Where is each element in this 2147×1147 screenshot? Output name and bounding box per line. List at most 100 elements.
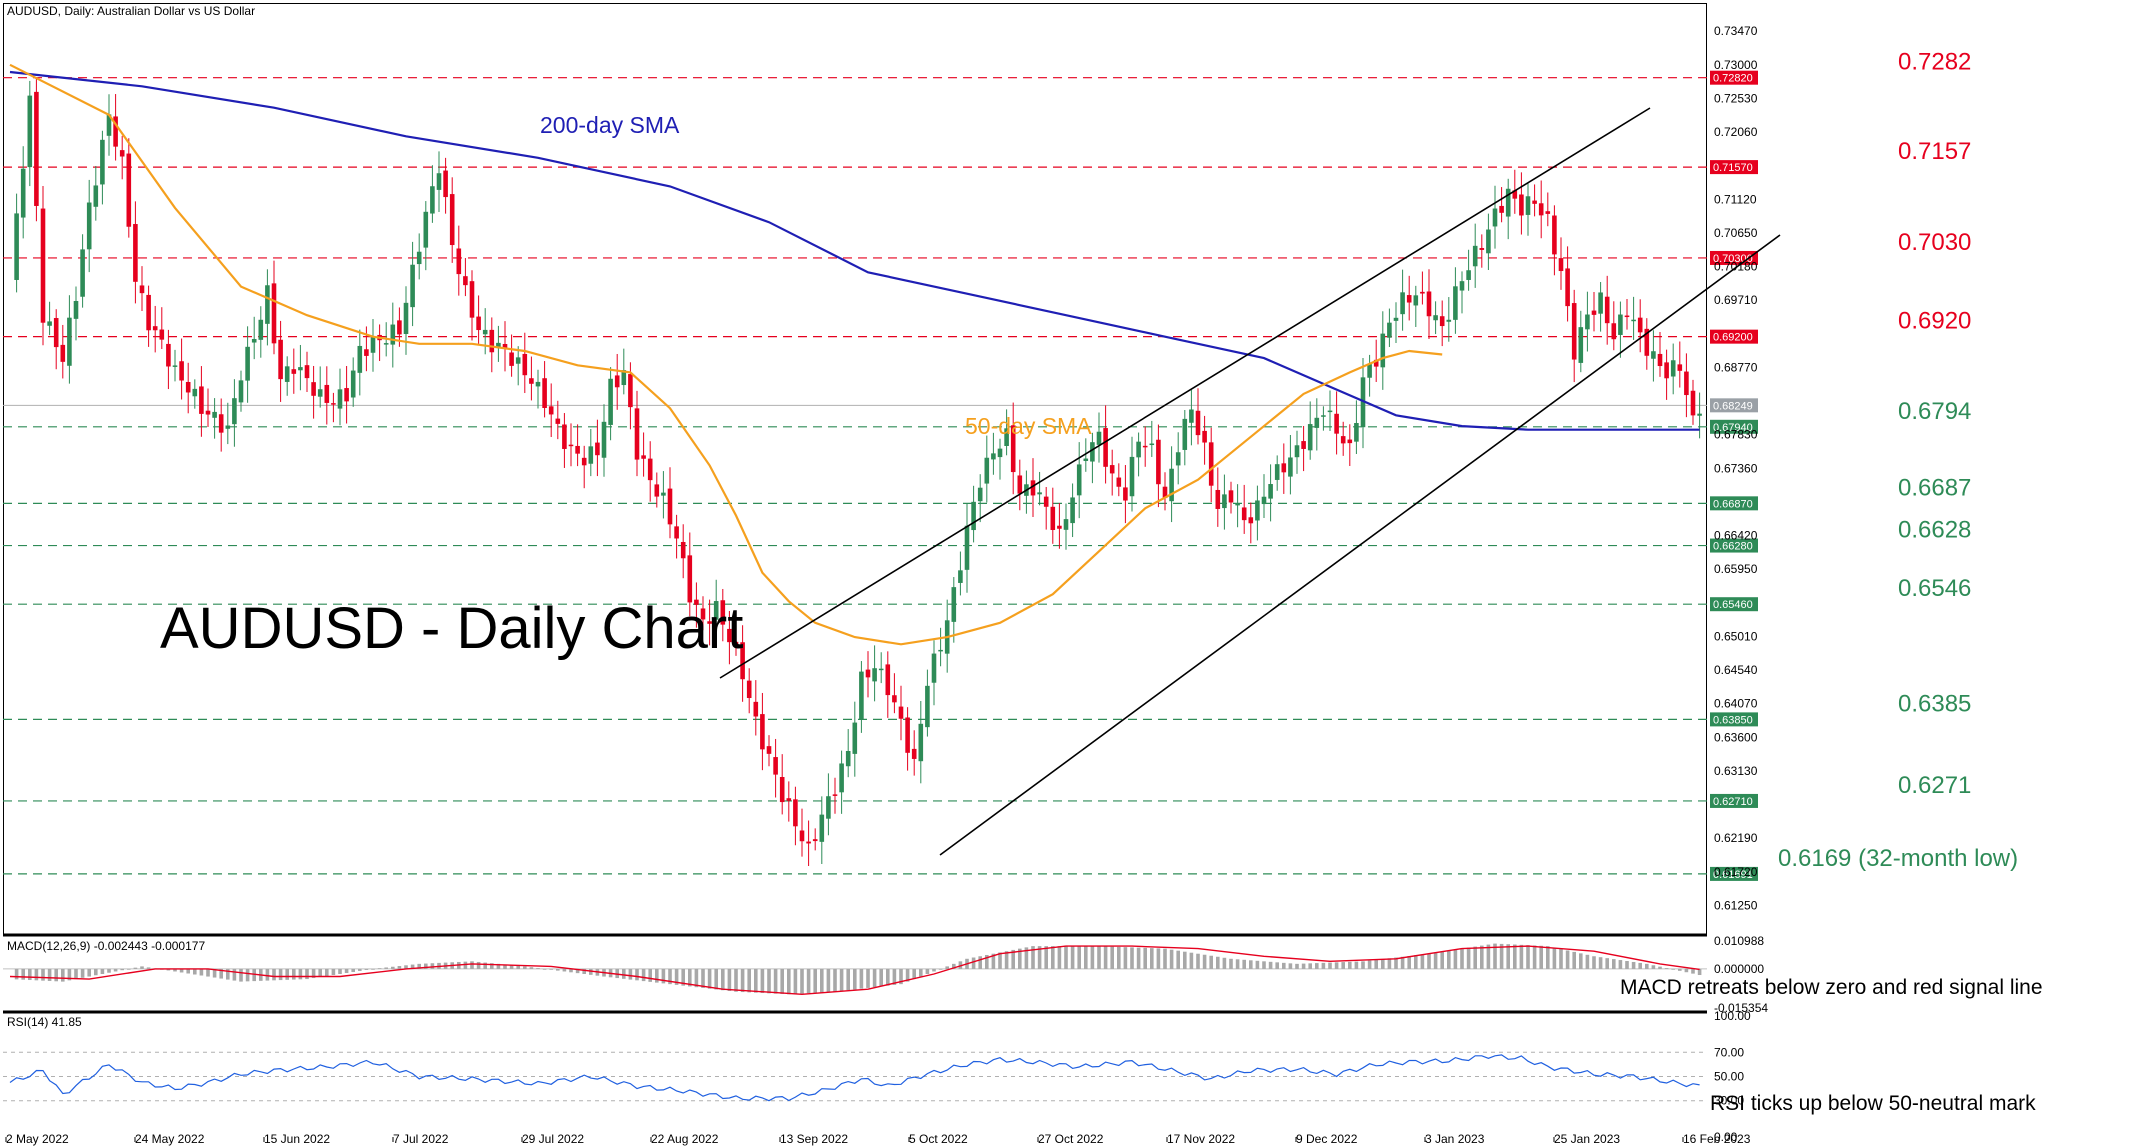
macd-bar — [140, 966, 144, 969]
candle-body — [542, 378, 547, 409]
candle-body — [601, 421, 607, 458]
candle-body — [1169, 468, 1174, 502]
candle-body — [1426, 291, 1432, 317]
candle-body — [1664, 362, 1669, 379]
macd-bar — [1691, 968, 1695, 974]
macd-bar — [641, 968, 646, 982]
candle-body — [1162, 486, 1168, 499]
level-axis-label: 0.72820 — [1713, 73, 1753, 85]
candle-body — [1453, 286, 1458, 320]
candle-body — [1644, 328, 1650, 356]
date-tick-label: 29 Jul 2022 — [522, 1132, 584, 1146]
macd-bar — [358, 968, 362, 971]
candle-body — [839, 763, 844, 793]
macd-bar — [905, 968, 910, 982]
candle-body — [443, 170, 448, 198]
candle-body — [984, 457, 990, 484]
price-tick-label: 0.72530 — [1714, 91, 1758, 105]
macd-bar — [1044, 946, 1048, 969]
macd-bar — [674, 968, 679, 985]
macd-bar — [1354, 961, 1359, 969]
levels-layer: 0.72820.728200.71570.715700.70300.703000… — [3, 49, 2018, 881]
macd-bar — [886, 968, 890, 986]
candle-body — [383, 343, 389, 345]
candle-body — [786, 798, 792, 801]
candle-body — [106, 114, 112, 136]
macd-bar — [938, 968, 943, 970]
candle-body — [1004, 428, 1009, 446]
macd-layer — [3, 943, 1707, 996]
candle-body — [403, 302, 409, 334]
macd-bar — [424, 963, 428, 969]
sma50-label: 50-day SMA — [965, 413, 1092, 439]
candle-body — [416, 251, 422, 265]
macd-bar — [278, 968, 283, 981]
level-label: 0.7157 — [1898, 138, 1971, 165]
date-tick-label: 7 Jul 2022 — [393, 1132, 449, 1146]
candle-body — [172, 365, 178, 367]
macd-bar — [1295, 963, 1299, 969]
macd-bar — [1519, 944, 1524, 969]
macd-bar — [265, 968, 270, 981]
candle-body — [1241, 507, 1247, 521]
candle-body — [364, 349, 369, 356]
candle-body — [40, 208, 46, 323]
candle-body — [515, 357, 521, 364]
candle-body — [812, 839, 818, 842]
candle-body — [766, 746, 772, 754]
level-axis-tag — [1710, 329, 1758, 344]
macd-bar — [1090, 946, 1095, 969]
macd-bar — [1598, 957, 1603, 969]
macd-bar — [212, 968, 217, 978]
candle-body — [819, 814, 825, 842]
candle-body — [713, 601, 719, 620]
candle-body — [1301, 441, 1306, 449]
price-tick-label: 0.65010 — [1714, 629, 1758, 643]
macd-bar — [879, 968, 883, 987]
macd-bar — [1004, 951, 1009, 969]
macd-bar — [34, 968, 39, 981]
macd-bar — [1037, 946, 1042, 969]
date-tick-label: 25 Jan 2023 — [1554, 1132, 1620, 1146]
candle-body — [80, 249, 85, 297]
candle-body — [971, 501, 976, 531]
candle-body — [1624, 315, 1630, 318]
macd-bar — [1671, 968, 1675, 970]
candle-body — [1637, 317, 1643, 333]
macd-bar — [391, 966, 395, 969]
price-tick-label: 0.62190 — [1714, 831, 1758, 845]
candle-body — [535, 381, 541, 387]
macd-bar — [61, 968, 65, 982]
candle-body — [1096, 431, 1102, 445]
candle-body — [350, 370, 356, 398]
candle-body — [694, 599, 699, 605]
candle-body — [337, 389, 343, 409]
macd-bar — [813, 968, 817, 993]
macd-bar — [575, 968, 580, 974]
macd-bar — [21, 968, 25, 980]
candle-body — [463, 276, 468, 286]
macd-bar — [688, 968, 692, 987]
macd-bar — [14, 968, 19, 980]
candle-body — [265, 285, 270, 324]
candle-body — [357, 345, 363, 373]
candle-body — [1208, 442, 1214, 486]
candle-body — [166, 343, 171, 367]
macd-bar — [899, 968, 903, 985]
macd-bar — [1328, 962, 1332, 969]
macd-bar — [1150, 948, 1154, 969]
candle-body — [885, 664, 891, 696]
level-label: 0.6271 — [1898, 772, 1971, 799]
level-label: 0.6687 — [1898, 474, 1971, 501]
macd-bar — [1051, 946, 1055, 969]
macd-bar — [1645, 963, 1649, 969]
macd-bar — [107, 968, 111, 973]
macd-bar — [397, 966, 402, 969]
macd-bar — [536, 968, 540, 969]
candle-body — [179, 361, 184, 381]
candle-body — [1354, 423, 1359, 442]
level-axis-label: 0.65460 — [1713, 599, 1753, 611]
macd-bar — [509, 965, 514, 969]
candle-body — [595, 442, 600, 456]
candle-body — [1611, 323, 1617, 340]
